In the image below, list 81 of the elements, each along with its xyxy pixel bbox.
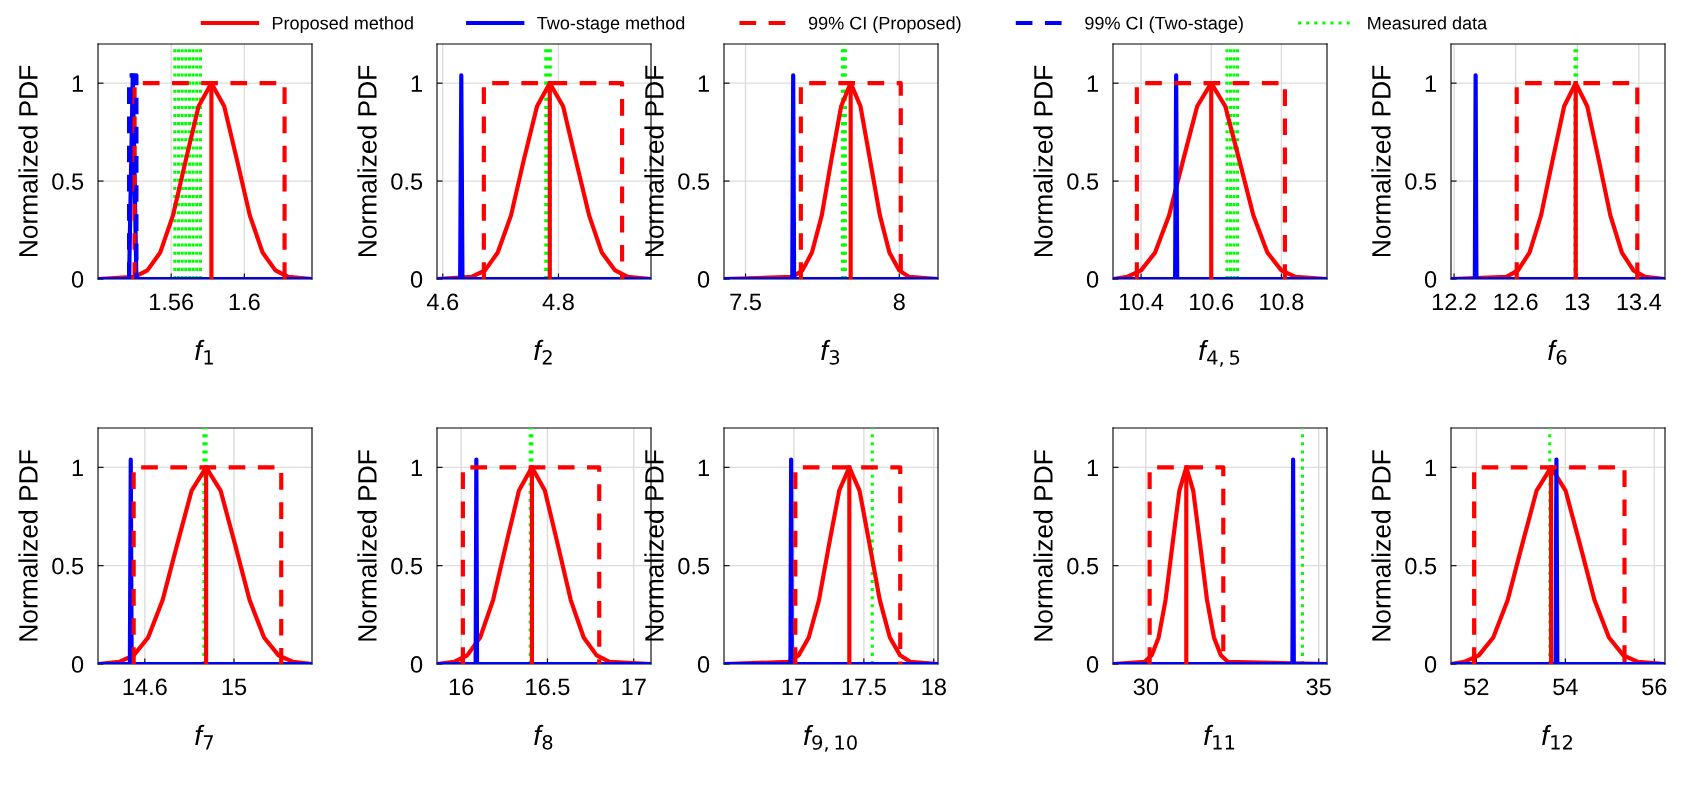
y-tick-label: 0.5	[52, 557, 84, 575]
x-axis-title: f$_{11}$	[1204, 724, 1235, 750]
y-tick-label: 0.5	[391, 557, 423, 575]
y-tick-label: 1	[1087, 459, 1098, 476]
x-tick-label: 4.8	[542, 293, 574, 311]
y-tick-label: 1	[411, 75, 422, 92]
x-axis-title: f$_{12}$	[1542, 724, 1572, 750]
legend-label: Two-stage method	[537, 16, 685, 34]
y-tick-label: 0	[71, 271, 84, 288]
x-axis-title: f$_{8}$	[534, 724, 553, 750]
y-tick-label: 1	[1425, 459, 1436, 476]
y-tick-label: 0	[1086, 271, 1099, 288]
y-tick-label: 0	[410, 656, 423, 673]
y-axis-title: Normalized PDF	[644, 450, 664, 641]
y-tick-label: 0.5	[1405, 557, 1437, 575]
x-tick-label: 13.4	[1617, 293, 1662, 311]
x-tick-label: 15	[222, 678, 247, 696]
y-tick-label: 1	[698, 75, 709, 92]
legend-label: 99% CI (Proposed)	[808, 16, 961, 34]
y-tick-label: 0.5	[391, 173, 423, 190]
y-tick-label: 0	[697, 656, 710, 673]
y-tick-label: 1	[1087, 75, 1098, 92]
y-tick-label: 1	[411, 459, 422, 476]
x-tick-label: 13	[1565, 293, 1590, 311]
y-tick-label: 0.5	[678, 557, 710, 575]
x-tick-label: 10.8	[1260, 293, 1304, 311]
y-tick-label: 0.5	[1067, 173, 1099, 190]
x-tick-label: 12.2	[1432, 293, 1476, 310]
y-tick-label: 0	[1424, 656, 1437, 673]
y-tick-label: 1	[72, 459, 83, 476]
legend-label: 99% CI (Two-stage)	[1085, 16, 1243, 34]
x-tick-label: 1.6	[229, 293, 260, 311]
x-tick-label: 52	[1464, 678, 1489, 696]
x-tick-label: 10.4	[1119, 293, 1164, 311]
y-tick-label: 0.5	[1405, 173, 1437, 190]
y-tick-label: 0	[1086, 656, 1099, 673]
y-axis-title: Normalized PDF	[644, 65, 664, 257]
x-tick-label: 56	[1642, 678, 1667, 696]
y-axis-title: Normalized PDF	[18, 65, 38, 257]
x-tick-label: 30	[1133, 678, 1159, 696]
x-tick-label: 35	[1306, 678, 1331, 696]
x-tick-label: 16	[449, 678, 474, 696]
y-tick-label: 0	[410, 271, 423, 288]
x-axis-title: f$_{3}$	[821, 339, 840, 365]
y-axis-title: Normalized PDF	[357, 450, 377, 641]
y-tick-label: 1	[1425, 75, 1436, 92]
x-tick-label: 1.56	[149, 293, 194, 311]
x-tick-label: 17	[782, 678, 806, 695]
x-tick-label: 54	[1553, 678, 1578, 696]
legend-label: Measured data	[1368, 16, 1488, 30]
y-tick-label: 1	[72, 75, 83, 92]
y-tick-label: 0.5	[52, 173, 84, 190]
x-tick-label: 16.5	[526, 678, 570, 696]
x-tick-label: 8	[893, 293, 905, 311]
x-axis-title: f$_{2}$	[534, 339, 552, 365]
y-axis-title: Normalized PDF	[1371, 65, 1391, 257]
x-tick-label: 12.6	[1494, 293, 1538, 311]
y-tick-label: 1	[698, 459, 709, 476]
x-tick-label: 4.6	[426, 293, 459, 311]
y-tick-label: 0	[71, 656, 84, 673]
x-axis-title: f$_{1}$	[195, 339, 213, 365]
x-tick-label: 18	[922, 678, 946, 696]
x-axis-title: f$_{4,5}$	[1199, 339, 1240, 367]
y-tick-label: 0	[1424, 271, 1437, 288]
legend-label: Proposed method	[272, 16, 413, 34]
x-axis-title: f$_{7}$	[195, 724, 213, 750]
y-axis-title: Normalized PDF	[1371, 450, 1391, 641]
y-tick-label: 0	[697, 271, 710, 288]
x-tick-label: 10.6	[1190, 293, 1234, 311]
x-tick-label: 14.6	[123, 678, 167, 696]
x-tick-label: 17.5	[842, 678, 886, 696]
y-tick-label: 0.5	[1067, 557, 1099, 575]
x-tick-label: 7.5	[730, 293, 761, 311]
y-axis-title: Normalized PDF	[357, 65, 377, 257]
y-tick-label: 0.5	[678, 173, 710, 190]
y-axis-title: Normalized PDF	[1033, 450, 1053, 641]
x-axis-title: f$_{6}$	[1548, 339, 1567, 365]
y-axis-title: Normalized PDF	[18, 450, 38, 641]
y-axis-title: Normalized PDF	[1033, 65, 1053, 257]
x-tick-label: 17	[622, 678, 646, 695]
x-axis-title: f$_{9,10}$	[804, 724, 857, 752]
